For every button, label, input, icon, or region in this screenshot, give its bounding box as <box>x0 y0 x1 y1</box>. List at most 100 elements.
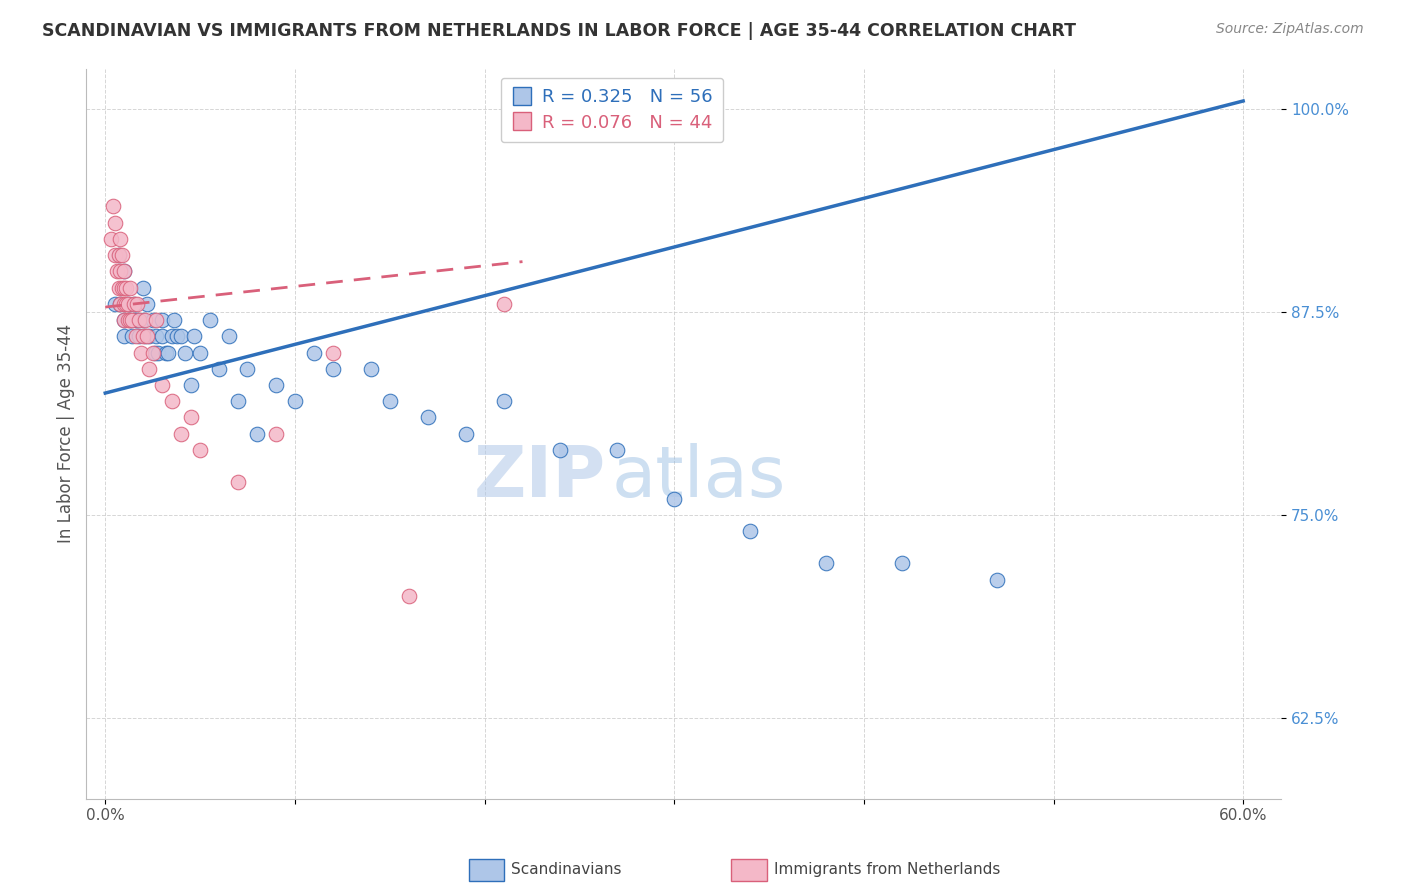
Point <box>132 280 155 294</box>
Point <box>111 280 134 294</box>
Point <box>107 248 129 262</box>
Point <box>454 426 477 441</box>
Legend: R = 0.325   N = 56, R = 0.076   N = 44: R = 0.325 N = 56, R = 0.076 N = 44 <box>501 78 724 143</box>
Point <box>218 329 240 343</box>
Point <box>112 280 135 294</box>
Point <box>236 361 259 376</box>
Point <box>118 280 141 294</box>
Point <box>398 589 420 603</box>
Point <box>110 232 132 246</box>
Point <box>550 442 572 457</box>
Point <box>138 329 160 343</box>
Point <box>322 345 344 359</box>
Point <box>128 329 150 343</box>
Text: Source: ZipAtlas.com: Source: ZipAtlas.com <box>1216 22 1364 37</box>
Point <box>160 394 183 409</box>
Point <box>112 264 135 278</box>
Point <box>127 297 149 311</box>
Point <box>128 313 150 327</box>
Point <box>132 313 155 327</box>
Point <box>112 313 135 327</box>
Point <box>121 313 143 327</box>
Point <box>322 361 344 376</box>
Point <box>136 297 159 311</box>
Point <box>136 329 159 343</box>
Point <box>492 297 515 311</box>
Point <box>110 297 132 311</box>
Point <box>360 361 382 376</box>
Point <box>107 248 129 262</box>
Point <box>124 329 146 343</box>
Point <box>111 248 134 262</box>
Point <box>110 264 132 278</box>
Point <box>606 442 628 457</box>
Point <box>174 345 197 359</box>
Point <box>117 297 139 311</box>
Point <box>156 345 179 359</box>
Point <box>160 329 183 343</box>
Point <box>121 329 143 343</box>
Point <box>112 297 135 311</box>
Point <box>104 216 127 230</box>
Point <box>112 313 135 327</box>
Point <box>264 426 287 441</box>
Point <box>118 313 141 327</box>
Point <box>107 280 129 294</box>
Point <box>112 264 135 278</box>
Point <box>416 410 439 425</box>
Point <box>104 248 127 262</box>
Text: atlas: atlas <box>612 443 786 512</box>
Point <box>150 378 173 392</box>
Point <box>150 329 173 343</box>
Point <box>226 475 249 490</box>
Point <box>986 573 1008 587</box>
Point <box>302 345 325 359</box>
Point <box>208 361 231 376</box>
Point <box>145 313 167 327</box>
Point <box>105 264 128 278</box>
Point <box>132 329 155 343</box>
Point <box>170 426 193 441</box>
Point <box>378 394 401 409</box>
Point <box>198 313 221 327</box>
Point <box>122 297 145 311</box>
Text: Immigrants from Netherlands: Immigrants from Netherlands <box>773 863 1000 877</box>
Point <box>284 394 307 409</box>
Point <box>115 297 138 311</box>
Point <box>188 345 211 359</box>
Point <box>246 426 269 441</box>
Text: ZIP: ZIP <box>474 443 606 512</box>
Point <box>100 232 122 246</box>
Point <box>890 557 912 571</box>
Point <box>104 297 127 311</box>
Point <box>138 361 160 376</box>
Point <box>162 313 184 327</box>
Point <box>738 524 761 538</box>
Point <box>118 313 141 327</box>
Point <box>264 378 287 392</box>
Text: Scandinavians: Scandinavians <box>510 863 621 877</box>
Point <box>127 313 149 327</box>
Point <box>664 491 686 506</box>
Point <box>110 297 132 311</box>
Point <box>115 280 138 294</box>
Point <box>124 313 146 327</box>
Point <box>112 329 135 343</box>
Point <box>188 442 211 457</box>
Point <box>143 345 166 359</box>
Point <box>814 557 837 571</box>
Point <box>145 329 167 343</box>
Point <box>101 199 124 213</box>
Point <box>142 313 165 327</box>
Text: SCANDINAVIAN VS IMMIGRANTS FROM NETHERLANDS IN LABOR FORCE | AGE 35-44 CORRELATI: SCANDINAVIAN VS IMMIGRANTS FROM NETHERLA… <box>42 22 1076 40</box>
Point <box>492 394 515 409</box>
Point <box>183 329 205 343</box>
Point <box>117 313 139 327</box>
Point <box>122 297 145 311</box>
Point <box>117 297 139 311</box>
Point <box>180 378 202 392</box>
Point <box>129 345 152 359</box>
Point <box>170 329 193 343</box>
Y-axis label: In Labor Force | Age 35-44: In Labor Force | Age 35-44 <box>58 324 75 543</box>
Point <box>226 394 249 409</box>
